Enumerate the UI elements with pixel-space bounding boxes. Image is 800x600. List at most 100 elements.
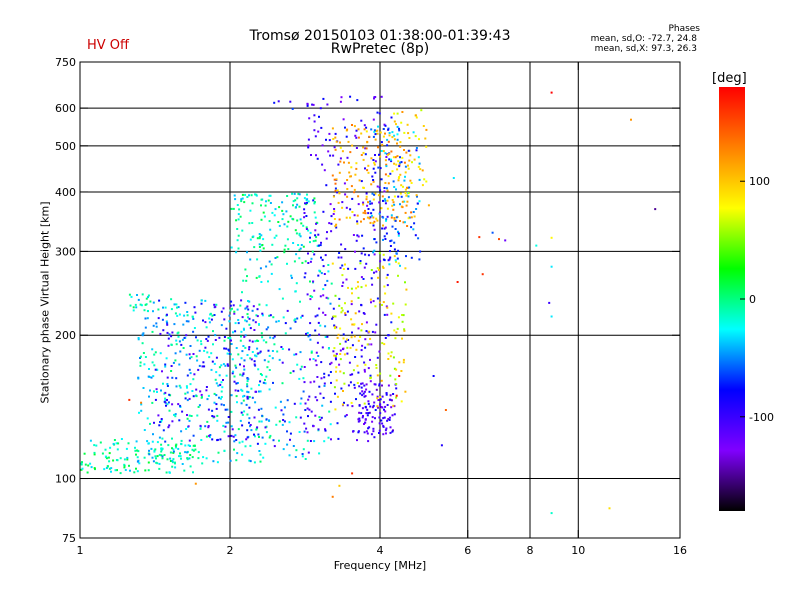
- echo-point: [379, 372, 382, 375]
- echo-point: [284, 244, 287, 247]
- echo-point: [272, 337, 275, 340]
- echo-point: [362, 203, 365, 206]
- echo-point: [172, 450, 175, 453]
- echo-point: [237, 322, 240, 325]
- echo-point: [180, 430, 183, 433]
- echo-point: [312, 280, 315, 283]
- echo-point: [364, 405, 367, 408]
- echo-point: [153, 390, 155, 393]
- echo-point: [365, 321, 368, 324]
- echo-point: [395, 394, 398, 397]
- echo-point: [101, 452, 104, 455]
- echo-point: [268, 419, 270, 422]
- echo-point: [374, 417, 376, 420]
- echo-point: [334, 132, 337, 135]
- echo-point: [297, 244, 300, 246]
- echo-point: [357, 128, 360, 131]
- echo-point: [395, 163, 398, 166]
- echo-point: [366, 432, 369, 435]
- echo-point: [189, 357, 191, 360]
- echo-point: [387, 352, 390, 355]
- echo-point: [292, 218, 295, 221]
- echo-point: [161, 437, 164, 440]
- echo-point: [147, 469, 150, 472]
- echo-point: [384, 202, 387, 205]
- echo-point: [353, 323, 356, 326]
- echo-point: [367, 254, 370, 257]
- echo-point: [175, 303, 178, 306]
- echo-point: [241, 453, 244, 456]
- echo-point: [394, 228, 397, 230]
- echo-point: [388, 158, 391, 161]
- echo-point: [171, 331, 174, 334]
- echo-point: [158, 424, 161, 427]
- echo-point: [396, 168, 399, 171]
- echo-point: [237, 353, 240, 356]
- echo-point: [360, 286, 363, 289]
- echo-point: [244, 334, 247, 337]
- echo-point: [244, 346, 247, 349]
- echo-point: [142, 332, 145, 335]
- echo-point: [147, 294, 150, 297]
- echo-point: [253, 461, 256, 464]
- echo-point: [186, 417, 189, 420]
- echo-point: [324, 325, 327, 328]
- echo-point: [209, 312, 212, 315]
- echo-point: [374, 138, 377, 141]
- echo-point: [376, 219, 379, 222]
- echo-point: [286, 262, 288, 265]
- echo-point: [281, 382, 284, 385]
- echo-point: [369, 200, 372, 203]
- echo-point: [354, 312, 357, 315]
- echo-point: [259, 350, 262, 353]
- echo-point: [80, 468, 83, 471]
- echo-point: [391, 430, 394, 433]
- echo-point: [357, 431, 360, 434]
- echo-point: [308, 408, 311, 411]
- echo-point: [364, 253, 367, 256]
- echo-point: [242, 345, 245, 347]
- echo-point: [400, 121, 403, 124]
- echo-point: [294, 199, 297, 202]
- echo-point: [404, 175, 406, 178]
- echo-point: [337, 201, 340, 204]
- echo-point: [253, 360, 256, 363]
- echo-point: [363, 312, 366, 315]
- echo-point: [248, 194, 250, 197]
- echo-point: [320, 256, 322, 259]
- echo-point: [421, 169, 424, 172]
- echo-point: [395, 387, 398, 390]
- echo-point: [367, 412, 370, 415]
- echo-point: [225, 421, 228, 424]
- echo-point: [368, 426, 371, 429]
- echo-point: [358, 385, 361, 388]
- echo-point: [254, 364, 257, 367]
- echo-point: [346, 352, 349, 355]
- echo-point: [390, 312, 393, 315]
- echo-point: [241, 229, 244, 232]
- echo-point: [403, 131, 406, 134]
- echo-point: [376, 129, 379, 132]
- echo-point: [378, 432, 380, 434]
- echo-point: [278, 288, 281, 291]
- echo-point: [330, 230, 333, 233]
- echo-point: [258, 275, 261, 278]
- echo-point: [224, 364, 227, 367]
- echo-point: [162, 306, 164, 309]
- echo-point: [331, 127, 334, 130]
- echo-point: [365, 383, 368, 386]
- echo-point: [365, 130, 368, 133]
- echo-point: [240, 330, 243, 333]
- echo-point: [186, 314, 189, 317]
- echo-point: [177, 447, 180, 450]
- echo-point: [314, 315, 317, 318]
- echo-point: [331, 495, 334, 498]
- echo-point: [217, 384, 220, 387]
- echo-point: [388, 258, 391, 261]
- echo-point: [261, 374, 263, 377]
- echo-point: [269, 434, 272, 437]
- echo-point: [164, 365, 167, 368]
- echo-point: [160, 418, 163, 420]
- echo-point: [240, 357, 243, 360]
- colorbar-tick-label: -100: [749, 411, 774, 424]
